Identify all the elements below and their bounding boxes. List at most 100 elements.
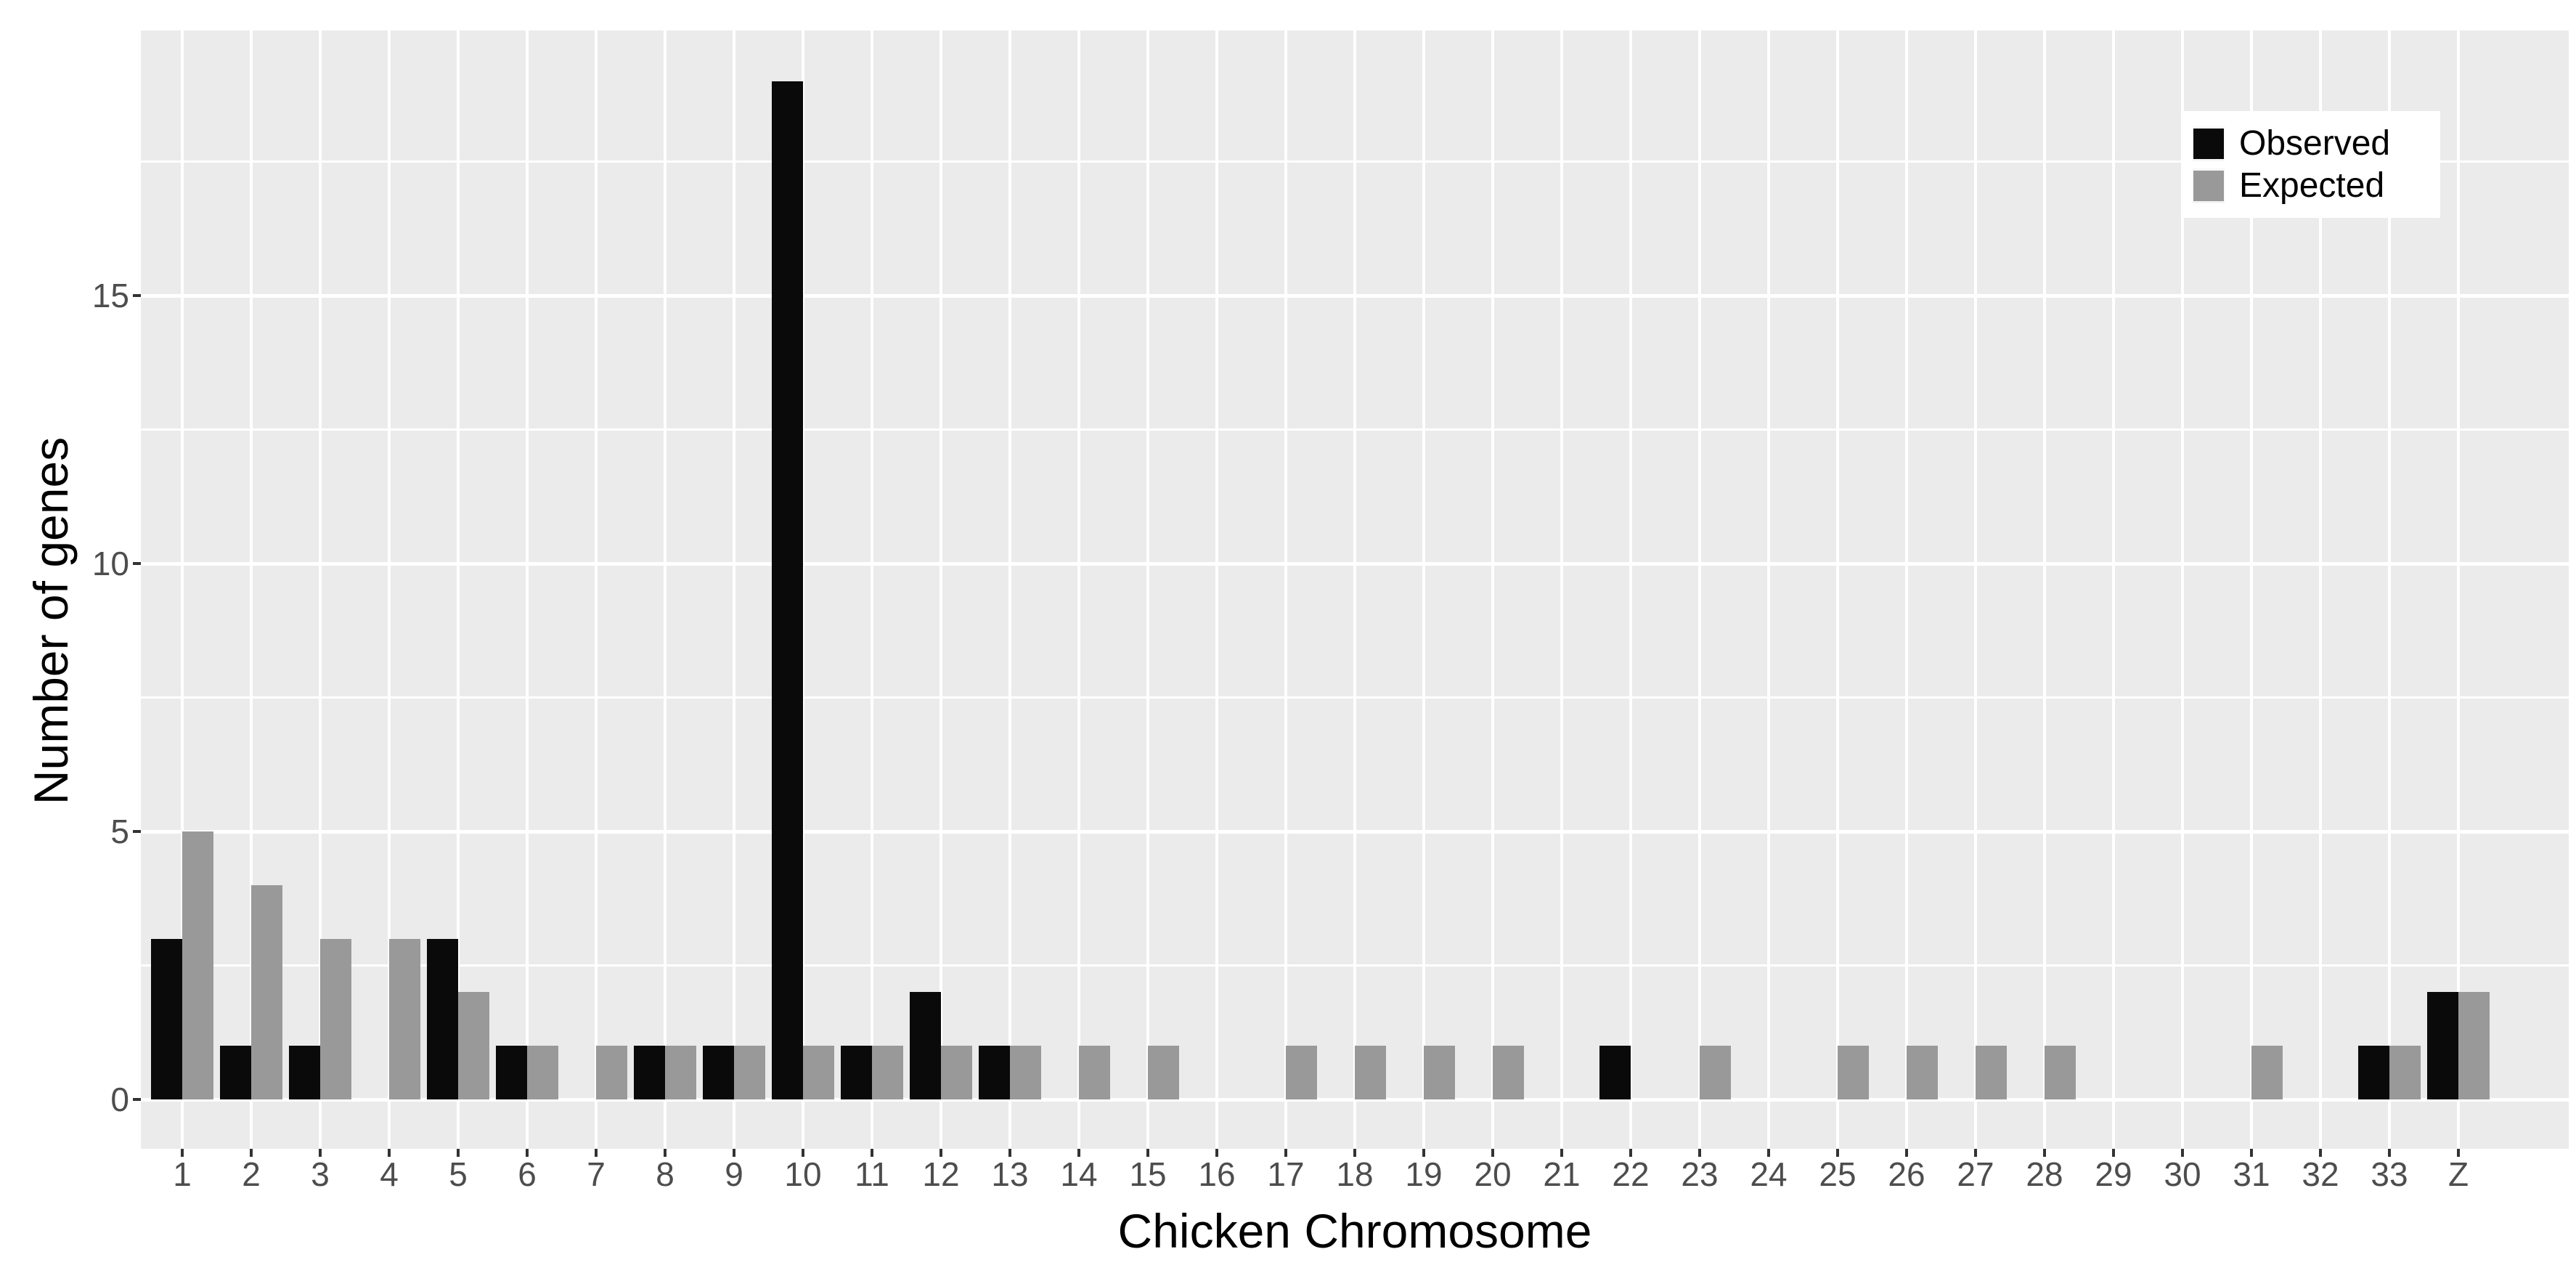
x-tick-label-25: 25 (1819, 1155, 1856, 1193)
x-tick (250, 1149, 253, 1157)
bar-expected-Z (2458, 992, 2490, 1099)
y-tick (133, 830, 141, 833)
grid-major-v (1767, 30, 1770, 1149)
x-tick-label-33: 33 (2371, 1155, 2408, 1193)
grid-major-v (526, 30, 529, 1149)
x-tick (1215, 1149, 1218, 1157)
grid-major-v (2457, 30, 2460, 1149)
bar-observed-12 (910, 992, 941, 1099)
grid-major-v (2112, 30, 2115, 1149)
bar-observed-3 (289, 1046, 320, 1099)
expected-swatch-icon (2193, 170, 2224, 201)
x-tick (1284, 1149, 1287, 1157)
bar-expected-1 (182, 831, 213, 1099)
bar-expected-12 (941, 1046, 972, 1099)
grid-major-v (595, 30, 598, 1149)
x-tick (1077, 1149, 1080, 1157)
x-tick (319, 1149, 322, 1157)
bar-expected-27 (1976, 1046, 2007, 1099)
x-tick (871, 1149, 873, 1157)
x-tick-label-13: 13 (991, 1155, 1029, 1193)
grid-major-v (1974, 30, 1977, 1149)
x-tick-label-23: 23 (1681, 1155, 1719, 1193)
bar-observed-8 (634, 1046, 665, 1099)
bar-expected-5 (458, 992, 489, 1099)
x-tick (526, 1149, 529, 1157)
x-tick-label-19: 19 (1405, 1155, 1443, 1193)
grid-major-v (1422, 30, 1425, 1149)
grid-major-v (457, 30, 460, 1149)
legend-key-observed (2193, 126, 2225, 161)
grid-major-v (1008, 30, 1011, 1149)
x-tick-label-28: 28 (2026, 1155, 2063, 1193)
x-tick-label-1: 1 (173, 1155, 192, 1193)
x-tick-label-6: 6 (518, 1155, 537, 1193)
x-tick (1422, 1149, 1425, 1157)
x-tick (733, 1149, 735, 1157)
x-tick (2043, 1149, 2046, 1157)
bar-observed-22 (1599, 1046, 1631, 1099)
x-tick (2250, 1149, 2253, 1157)
grid-major-v (1560, 30, 1563, 1149)
grid-major-v (2388, 30, 2391, 1149)
grid-major-v (871, 30, 873, 1149)
grid-major-v (250, 30, 253, 1149)
y-tick-label-0: 0 (110, 1081, 129, 1118)
bar-observed-6 (496, 1046, 527, 1099)
grid-major-v (939, 30, 942, 1149)
x-tick-label-20: 20 (1474, 1155, 1512, 1193)
bar-expected-2 (251, 884, 282, 1099)
legend-key-expected (2193, 168, 2225, 203)
x-tick-label-29: 29 (2095, 1155, 2132, 1193)
x-tick-label-17: 17 (1267, 1155, 1305, 1193)
bar-observed-33 (2358, 1046, 2389, 1099)
x-tick (2181, 1149, 2184, 1157)
bar-expected-18 (1355, 1046, 1386, 1099)
grid-major-v (1146, 30, 1149, 1149)
x-tick (457, 1149, 460, 1157)
plot-area (141, 30, 2569, 1149)
x-tick-label-14: 14 (1060, 1155, 1098, 1193)
x-tick-label-18: 18 (1336, 1155, 1374, 1193)
bar-expected-15 (1148, 1046, 1179, 1099)
grid-major-v (2181, 30, 2184, 1149)
grid-major-v (1215, 30, 1218, 1149)
x-tick (1698, 1149, 1701, 1157)
x-tick (1767, 1149, 1770, 1157)
grid-major-v (2250, 30, 2253, 1149)
grid-major-v (1077, 30, 1080, 1149)
bar-expected-31 (2251, 1046, 2283, 1099)
x-tick-label-7: 7 (587, 1155, 606, 1193)
legend-label-expected: Expected (2239, 166, 2385, 205)
bar-expected-10 (803, 1046, 834, 1099)
grid-major-v (1284, 30, 1287, 1149)
x-tick (1491, 1149, 1494, 1157)
grid-major-v (802, 30, 804, 1149)
grid-major-v (1905, 30, 1908, 1149)
bar-expected-6 (527, 1046, 558, 1099)
x-tick-label-Z: Z (2447, 1155, 2469, 1193)
bar-expected-17 (1286, 1046, 1317, 1099)
bar-expected-9 (734, 1046, 765, 1099)
bar-expected-4 (389, 938, 420, 1099)
y-tick (133, 562, 141, 565)
y-tick-label-5: 5 (110, 813, 129, 850)
bar-expected-8 (665, 1046, 696, 1099)
legend: Observed Expected (2182, 111, 2440, 218)
x-tick-label-8: 8 (656, 1155, 674, 1193)
x-tick-label-3: 3 (311, 1155, 330, 1193)
x-tick (1146, 1149, 1149, 1157)
x-tick (388, 1149, 391, 1157)
bar-expected-14 (1079, 1046, 1110, 1099)
x-tick-label-30: 30 (2164, 1155, 2201, 1193)
bar-expected-19 (1424, 1046, 1455, 1099)
bar-observed-11 (841, 1046, 872, 1099)
x-tick (1836, 1149, 1839, 1157)
bar-observed-2 (220, 1046, 251, 1099)
grid-major-v (733, 30, 735, 1149)
grid-major-v (664, 30, 667, 1149)
x-tick (1560, 1149, 1563, 1157)
bar-expected-3 (320, 938, 351, 1099)
x-tick-label-27: 27 (1957, 1155, 1994, 1193)
